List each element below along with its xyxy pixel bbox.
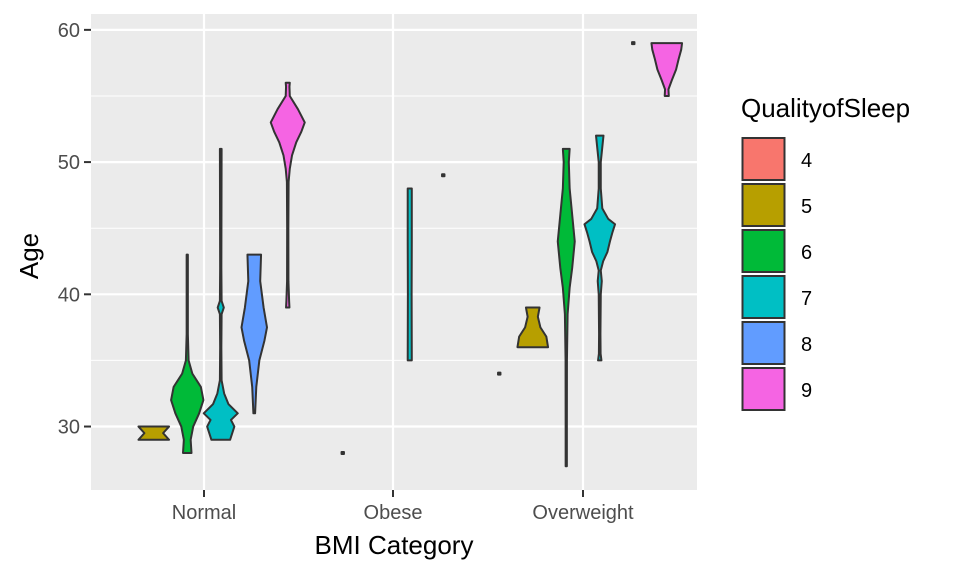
violin-normal-q8 — [240, 253, 268, 415]
violin-overweight-q9 — [650, 42, 684, 97]
legend-key-4 — [741, 137, 786, 181]
y-tick-label: 30 — [58, 417, 80, 439]
violin-overweight-q6 — [556, 147, 576, 468]
axes: 30 40 50 60 Normal Obese Overweight — [58, 20, 634, 524]
legend-key-7 — [741, 275, 786, 319]
x-tick-label: Normal — [172, 502, 236, 524]
violin-overweight-q8 — [631, 41, 636, 46]
violin-normal-q7 — [202, 147, 239, 441]
y-tick-label: 60 — [58, 20, 80, 42]
violin-obese-q8 — [441, 173, 446, 178]
plot-area — [91, 14, 697, 490]
violin-normal-q6 — [170, 253, 205, 454]
violin-normal-q5 — [137, 425, 171, 441]
violin-normal-q9 — [269, 81, 306, 309]
legend-label-9: 9 — [801, 380, 812, 402]
legend-label-5: 5 — [801, 196, 812, 218]
legend-label-6: 6 — [801, 242, 812, 264]
x-tick-label: Obese — [364, 502, 423, 524]
x-axis-title: BMI Category — [315, 530, 474, 560]
y-tick-label: 40 — [58, 284, 80, 306]
legend-key-8 — [741, 321, 786, 365]
y-tick-label: 50 — [58, 152, 80, 174]
legend-label-7: 7 — [801, 288, 812, 310]
violin-overweight-q4 — [497, 371, 502, 376]
legend-key-5 — [741, 183, 786, 227]
legend-key-6 — [741, 229, 786, 273]
legend-label-4: 4 — [801, 150, 812, 172]
violin-overweight-q5 — [516, 306, 550, 349]
violin-overweight-q7 — [583, 134, 617, 362]
legend: QualityofSleep 4 5 6 7 8 9 — [741, 93, 910, 411]
legend-title: QualityofSleep — [741, 93, 910, 123]
legend-key-9 — [741, 367, 786, 411]
violin-obese-q7 — [406, 187, 413, 362]
x-tick-label: Overweight — [532, 502, 634, 524]
violin-obese-q5 — [340, 450, 345, 455]
legend-label-8: 8 — [801, 334, 812, 356]
y-axis-title: Age — [14, 233, 44, 279]
